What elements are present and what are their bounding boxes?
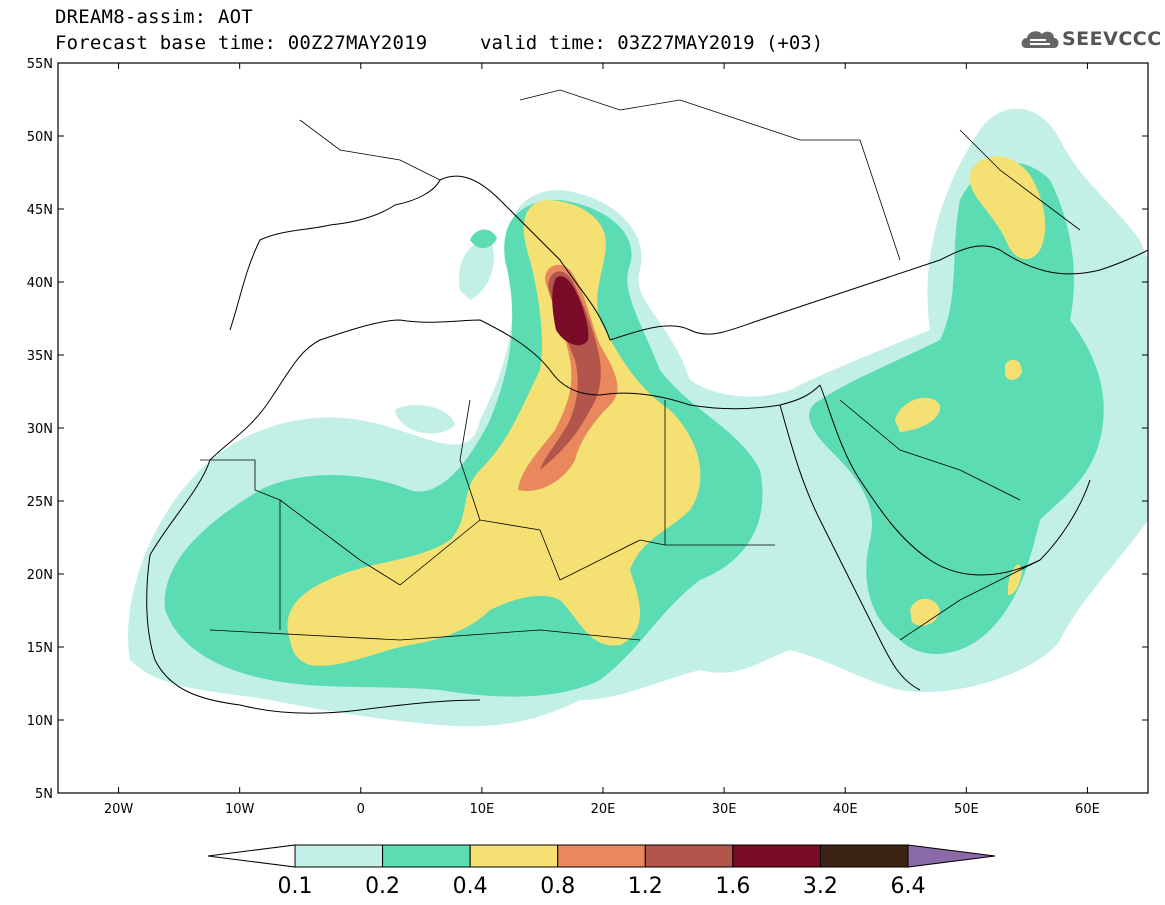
colorbar-label: 3.2: [803, 874, 838, 899]
coastlines: [146, 175, 1148, 714]
aot-level-0.4: [287, 156, 1046, 666]
lon-tick-label: 20E: [591, 802, 616, 817]
lat-tick-label: 25N: [27, 495, 53, 510]
lat-tick-label: 5N: [35, 787, 53, 802]
colorbar: 0.1 0.2 0.4 0.8 1.2 1.6 3.2 6.4: [207, 844, 996, 899]
forecast-base-time: Forecast base time: 00Z27MAY2019: [55, 32, 428, 54]
colorbar-label: 1.6: [715, 874, 750, 899]
lon-tick-label: 40E: [833, 802, 858, 817]
lat-tick-label: 40N: [27, 276, 53, 291]
colorbar-segment: [382, 844, 471, 868]
lat-tick-label: 30N: [27, 422, 53, 437]
lon-tick-label: 10E: [470, 802, 495, 817]
lon-tick-label: 60E: [1075, 802, 1100, 817]
colorbar-low-triangle: [207, 844, 296, 868]
lat-tick-label: 50N: [27, 130, 53, 145]
lat-tick-label: 55N: [27, 57, 53, 72]
colorbar-segment: [469, 844, 559, 868]
country-borders: [200, 89, 1081, 641]
lat-tick-label: 35N: [27, 349, 53, 364]
lat-tick-label: 15N: [27, 641, 53, 656]
lon-tick-label: 10W: [225, 802, 255, 817]
colorbar-label: 0.2: [365, 874, 400, 899]
lon-tick-label: 0: [357, 802, 365, 817]
aot-field: [128, 108, 1148, 727]
colorbar-label: 0.1: [278, 874, 313, 899]
cloud-icon: [1021, 31, 1059, 48]
colorbar-high-triangle: [907, 844, 996, 868]
colorbar-segment: [294, 844, 384, 868]
lat-tick-label: 20N: [27, 568, 53, 583]
aot-level-1.6: [552, 276, 589, 346]
colorbar-label: 0.4: [453, 874, 488, 899]
colorbar-segment: [732, 844, 821, 868]
colorbar-label: 0.8: [540, 874, 575, 899]
colorbar-segment: [644, 844, 734, 868]
map-title: DREAM8-assim: AOT: [55, 6, 253, 28]
latitude-axis: 55N 50N 45N 40N 35N 30N 25N 20N 15N 10N 5N: [27, 57, 1148, 802]
colorbar-label: 1.2: [628, 874, 663, 899]
colorbar-label: 6.4: [891, 874, 926, 899]
longitude-axis: 20W 10W 0 10E 20E 30E 40E 50E 60E: [104, 63, 1100, 817]
colorbar-segment: [819, 844, 909, 868]
colorbar-segment: [557, 844, 646, 868]
logo-text: SEEVCCC: [1062, 28, 1162, 50]
valid-time: valid time: 03Z27MAY2019 (+03): [480, 32, 824, 54]
lon-tick-label: 50E: [954, 802, 979, 817]
lon-tick-label: 30E: [712, 802, 737, 817]
lat-tick-label: 45N: [27, 203, 53, 218]
lat-tick-label: 10N: [27, 714, 53, 729]
lon-tick-label: 20W: [104, 802, 134, 817]
